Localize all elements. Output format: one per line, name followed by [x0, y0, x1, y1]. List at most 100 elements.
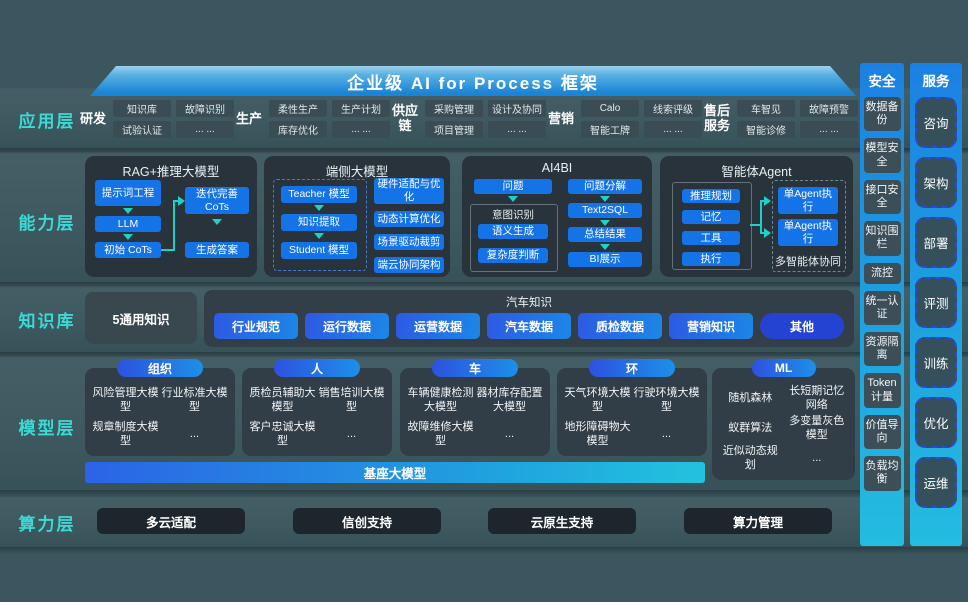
model-item: ... [346, 428, 357, 441]
app-group-supply-chain: 供应链 采购管理 设计及协同 项目管理 ... ... [390, 100, 546, 138]
app-chip: 设计及协同 [488, 100, 546, 117]
edge-teacher-model: Teacher 模型 [281, 186, 357, 203]
arrow-down-icon [123, 234, 133, 240]
ml-grid: 随机森林 长短期记忆网络 蚁群算法 多变量灰色模型 近似动态规划 ... [717, 384, 850, 474]
service-item: 优化 [915, 397, 957, 448]
general-knowledge-box: 5通用知识 [85, 292, 197, 344]
service-item: 部署 [915, 217, 957, 268]
rag-step-answer: 生成答案 [185, 242, 249, 258]
arrow-down-icon [600, 196, 610, 202]
model-item: 质检员辅助大模型 [249, 387, 316, 413]
arrow-right-icon [764, 196, 771, 206]
model-group-environment: 环 天气环境大模型 行驶环境大模型 地形障碍物大模型 ... [557, 359, 707, 456]
model-item: ... [661, 428, 672, 441]
model-grid: 风险管理大模型 行业标准大模型 规章制度大模型 ... [91, 384, 229, 452]
app-chip: ... ... [488, 121, 546, 138]
model-item: 规章制度大模型 [92, 421, 159, 447]
ai4bi-box: AI4BI 问题 意图识别 语义生成 复杂度判断 问题分解 Text2SQL 总… [462, 156, 652, 277]
model-item: 行驶环境大模型 [633, 387, 700, 413]
layer-label-model: 模型层 [18, 419, 76, 438]
intent-semantic: 语义生成 [478, 224, 548, 239]
agent-memory: 记忆 [682, 210, 740, 224]
model-item: 地形障碍物大模型 [564, 421, 631, 447]
model-grid: 天气环境大模型 行驶环境大模型 地形障碍物大模型 ... [563, 384, 701, 452]
app-chips: 柔性生产 生产计划 库存优化 ... ... [269, 100, 390, 138]
model-item: 故障维修大模型 [407, 421, 474, 447]
arrow-right-icon [178, 196, 185, 206]
app-chips: 车智见 故障预警 智能诊修 ... ... [737, 100, 858, 138]
app-chip: 故障预警 [800, 100, 858, 117]
security-item: 知识围栏 [863, 221, 901, 256]
app-chip: Calo [581, 100, 639, 117]
knowledge-pill: 汽车数据 [487, 313, 571, 339]
ml-item: 随机森林 [728, 392, 773, 405]
page-title: 企业级 AI for Process 框架 [347, 73, 599, 93]
app-group-rd: 研发 知识库 故障识别 试验认证 ... ... [78, 100, 234, 138]
app-chip: 项目管理 [425, 121, 483, 138]
app-group-marketing: 营销 Calo 线索评级 智能工牌 ... ... [546, 100, 702, 138]
intent-complexity: 复杂度判断 [478, 248, 548, 263]
app-chip: 车智见 [737, 100, 795, 117]
ml-item: 近似动态规划 [722, 445, 778, 471]
rag-title: RAG+推理大模型 [122, 165, 220, 179]
security-item: 价值导向 [863, 414, 901, 450]
knowledge-pills: 行业规范 运行数据 运营数据 汽车数据 质检数据 营销知识 其他 [214, 313, 844, 339]
app-chip: 智能诊修 [737, 121, 795, 138]
model-item: 客户忠诚大模型 [249, 421, 316, 447]
knowledge-pill: 营销知识 [669, 313, 753, 339]
connector-line [760, 200, 765, 202]
model-group-pill: 环 [589, 359, 675, 377]
model-item: 销售培训大模型 [318, 387, 385, 413]
arrow-down-icon [123, 208, 133, 214]
app-chip: 线索评级 [644, 100, 702, 117]
connector-line [173, 200, 179, 202]
app-chip: 知识库 [113, 100, 171, 117]
app-chip: 故障识别 [176, 100, 234, 117]
model-item: 行业标准大模型 [161, 387, 228, 413]
arrow-down-icon [314, 233, 324, 239]
security-item: 模型安全 [863, 138, 901, 173]
edge-optim-cloud: 端云协同架构 [374, 257, 444, 273]
agent-components-container [672, 182, 752, 270]
connector-line [161, 249, 175, 251]
model-item: 风险管理大模型 [92, 387, 159, 413]
model-group-people: 人 质检员辅助大模型 销售培训大模型 客户忠诚大模型 ... [242, 359, 392, 456]
compute-xinchuang: 信创支持 [293, 508, 441, 534]
layer-label-compute: 算力层 [18, 515, 76, 534]
model-item: 车辆健康检测大模型 [407, 387, 474, 413]
application-row: 研发 知识库 故障识别 试验认证 ... ... 生产 柔性生产 生产计划 库存… [78, 99, 858, 139]
ml-item: 蚁群算法 [728, 422, 773, 435]
arrow-down-icon [600, 220, 610, 226]
app-chip: ... ... [800, 121, 858, 138]
rag-reasoning-box: RAG+推理大模型 提示词工程 LLM 初始 CoTs 迭代完善CoTs 生成答… [85, 156, 257, 277]
app-group-name: 生产 [235, 110, 262, 126]
arrow-down-icon [600, 244, 610, 250]
app-group-name: 供应链 [391, 103, 418, 133]
rag-step-prompt: 提示词工程 [95, 180, 161, 206]
model-group-pill: ML [751, 359, 816, 377]
edge-knowledge-extract: 知识提取 [281, 214, 357, 231]
auto-knowledge-title: 汽车知识 [506, 297, 552, 309]
auto-knowledge-box: 汽车知识 行业规范 运行数据 运营数据 汽车数据 质检数据 营销知识 其他 [204, 290, 854, 347]
agent-planning: 推理规划 [682, 189, 740, 203]
compute-cloudnative: 云原生支持 [488, 508, 636, 534]
model-group-pill: 人 [274, 359, 360, 377]
app-chip: ... ... [176, 121, 234, 138]
app-group-name: 营销 [547, 110, 574, 126]
ml-item: 多变量灰色模型 [789, 415, 845, 441]
app-group-name: 售后服务 [703, 103, 730, 133]
bi-step-decompose: 问题分解 [568, 179, 642, 194]
model-grid: 车辆健康检测大模型 器材库存配置大模型 故障维修大模型 ... [406, 384, 544, 452]
layer-label-knowledge: 知识库 [18, 312, 76, 331]
bi-step-text2sql: Text2SQL [568, 203, 642, 218]
app-chips: 知识库 故障识别 试验认证 ... ... [113, 100, 234, 138]
app-chip: 库存优化 [269, 121, 327, 138]
model-group-ml: ML 随机森林 长短期记忆网络 蚁群算法 多变量灰色模型 近似动态规划 ... [712, 359, 855, 480]
security-item: 负载均衡 [863, 456, 901, 491]
edge-student-model: Student 模型 [281, 242, 357, 259]
edge-optim-scene: 场景驱动裁剪 [374, 234, 444, 250]
app-group-after-sales: 售后服务 车智见 故障预警 智能诊修 ... ... [702, 100, 858, 138]
app-chip: 采购管理 [425, 100, 483, 117]
app-chip: 试验认证 [113, 121, 171, 138]
model-grid: 质检员辅助大模型 销售培训大模型 客户忠诚大模型 ... [248, 384, 386, 452]
